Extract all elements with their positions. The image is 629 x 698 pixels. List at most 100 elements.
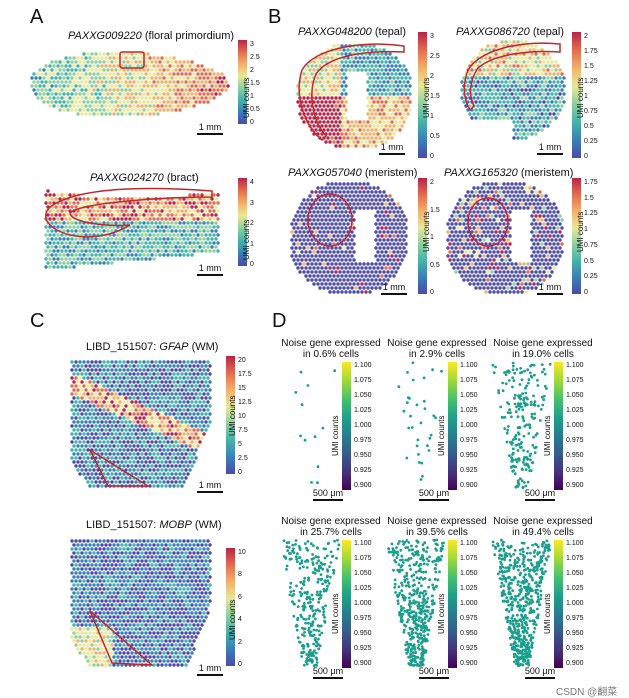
spot — [70, 440, 73, 443]
spot — [136, 567, 139, 570]
spot — [336, 44, 339, 47]
spot — [158, 408, 161, 411]
spot — [322, 238, 325, 241]
spot — [94, 440, 97, 443]
spot — [380, 108, 383, 111]
spot — [486, 198, 489, 201]
spot — [554, 100, 557, 103]
spot — [52, 233, 55, 236]
spot — [178, 539, 181, 542]
spot — [142, 84, 145, 87]
spot — [294, 254, 297, 257]
spot — [88, 476, 91, 479]
spot — [84, 380, 87, 383]
spot — [536, 266, 539, 269]
spot — [140, 217, 143, 220]
spot — [342, 190, 345, 193]
spot — [106, 100, 109, 103]
spot — [478, 206, 481, 209]
spot — [74, 408, 77, 411]
spot — [368, 266, 371, 269]
spot — [540, 226, 543, 229]
spot — [302, 238, 305, 241]
spot — [526, 206, 529, 209]
spot — [162, 245, 165, 248]
spot — [474, 206, 477, 209]
spot — [138, 84, 141, 87]
spot — [506, 270, 509, 273]
spot — [42, 92, 45, 95]
spot — [404, 234, 407, 237]
spot — [90, 261, 93, 264]
spot — [92, 201, 95, 204]
spot — [184, 396, 187, 399]
spot — [448, 242, 451, 245]
spot — [62, 245, 65, 248]
spot — [542, 222, 545, 225]
spot — [532, 64, 535, 67]
spot — [82, 400, 85, 403]
spot — [374, 128, 377, 131]
spot — [524, 128, 527, 131]
spot — [60, 80, 63, 83]
spot — [84, 104, 87, 107]
spot — [210, 76, 213, 79]
spot — [128, 88, 131, 91]
spot — [334, 214, 337, 217]
spot — [102, 547, 105, 550]
spot — [202, 84, 205, 87]
spot — [170, 360, 173, 363]
spot — [492, 290, 495, 293]
spot — [102, 261, 105, 264]
spot — [182, 432, 185, 435]
spot — [356, 290, 359, 293]
spot — [84, 452, 87, 455]
spot — [206, 384, 209, 387]
spot — [160, 567, 163, 570]
spot — [374, 72, 377, 75]
spot — [548, 56, 551, 59]
spot — [454, 222, 457, 225]
spot — [176, 476, 179, 479]
spot — [542, 214, 545, 217]
spot — [120, 412, 123, 415]
spot — [202, 213, 205, 216]
spot — [184, 460, 187, 463]
spot — [374, 230, 377, 233]
spot — [148, 428, 151, 431]
spot — [386, 96, 389, 99]
spot — [188, 201, 191, 204]
spot — [456, 210, 459, 213]
spatial-plot-b4 — [446, 182, 564, 294]
spot — [114, 253, 117, 256]
spot — [328, 218, 331, 221]
spot — [164, 428, 167, 431]
spot — [548, 210, 551, 213]
spot — [522, 124, 525, 127]
spot — [538, 190, 541, 193]
spot — [128, 241, 131, 244]
spot — [554, 60, 557, 63]
spot — [72, 249, 75, 252]
spot — [362, 262, 365, 265]
spot — [364, 60, 367, 63]
spot — [542, 198, 545, 201]
spot — [78, 221, 81, 224]
spot — [180, 249, 183, 252]
spot — [362, 48, 365, 51]
spot — [84, 396, 87, 399]
spot — [132, 88, 135, 91]
spot — [154, 384, 157, 387]
spot — [142, 108, 145, 111]
spot — [184, 452, 187, 455]
spot — [206, 555, 209, 558]
spot — [370, 270, 373, 273]
spot — [326, 56, 329, 59]
spot — [66, 245, 69, 248]
spot — [72, 80, 75, 83]
spot — [80, 420, 83, 423]
spot — [348, 218, 351, 221]
spot — [138, 456, 141, 459]
spot — [476, 96, 479, 99]
spot — [492, 202, 495, 205]
